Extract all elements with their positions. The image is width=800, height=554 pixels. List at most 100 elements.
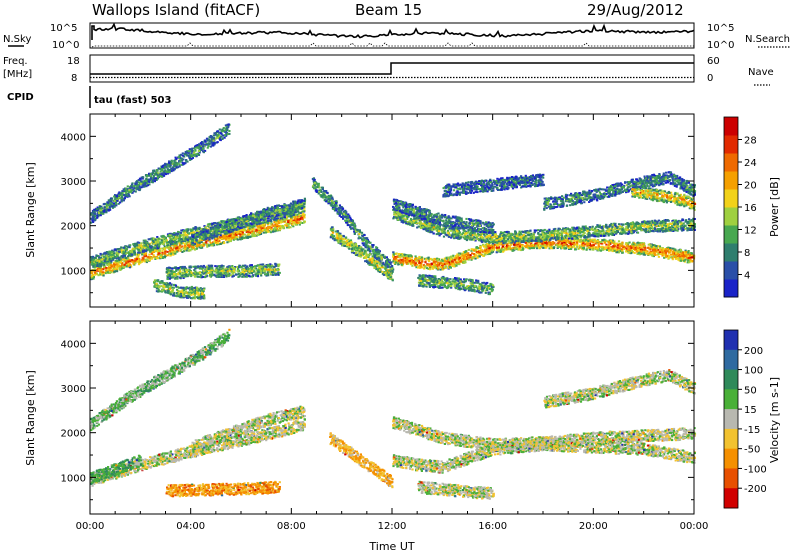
range-cell bbox=[94, 263, 97, 266]
range-cell bbox=[225, 274, 228, 277]
range-cell bbox=[215, 231, 218, 234]
range-cell bbox=[217, 276, 221, 278]
range-cell bbox=[292, 221, 295, 224]
range-cell bbox=[127, 259, 130, 262]
range-cell bbox=[176, 277, 179, 280]
range-cell bbox=[149, 250, 152, 253]
range-cell bbox=[138, 251, 141, 254]
range-cell bbox=[173, 246, 176, 249]
range-cell bbox=[180, 240, 183, 243]
range-cell bbox=[232, 269, 235, 272]
range-cell bbox=[199, 142, 202, 145]
range-cell bbox=[256, 227, 260, 230]
range-cell bbox=[115, 254, 118, 257]
range-cell bbox=[219, 138, 222, 141]
range-cell bbox=[286, 209, 290, 212]
range-cell bbox=[213, 244, 216, 247]
range-cell bbox=[205, 273, 208, 276]
range-cell bbox=[158, 244, 161, 247]
range-cell bbox=[303, 197, 306, 200]
range-cell bbox=[211, 222, 214, 225]
range-cell bbox=[176, 275, 179, 278]
range-cell bbox=[294, 219, 297, 222]
range-cell bbox=[185, 286, 188, 289]
range-cell bbox=[248, 270, 251, 273]
range-cell bbox=[258, 233, 261, 236]
range-cell bbox=[250, 272, 253, 275]
range-cell bbox=[274, 229, 278, 232]
range-cell bbox=[231, 237, 234, 240]
range-cell bbox=[156, 241, 159, 244]
range-cell bbox=[275, 223, 279, 226]
range-cell bbox=[106, 271, 109, 274]
range-cell bbox=[183, 250, 186, 253]
range-cell bbox=[227, 230, 230, 233]
range-cell bbox=[129, 260, 132, 263]
range-cell bbox=[249, 225, 252, 228]
range-cell bbox=[200, 239, 204, 242]
range-cell bbox=[152, 254, 155, 257]
range-cell bbox=[188, 266, 191, 269]
range-cell bbox=[110, 198, 113, 201]
range-cell bbox=[149, 178, 152, 181]
range-cell bbox=[137, 259, 140, 262]
range-cell bbox=[192, 265, 195, 268]
range-cell bbox=[179, 160, 182, 163]
range-cell bbox=[177, 156, 180, 159]
range-cell bbox=[240, 219, 243, 222]
range-cell bbox=[201, 147, 205, 150]
range-cell bbox=[160, 175, 163, 178]
range-cell bbox=[147, 255, 150, 258]
range-cell bbox=[265, 230, 268, 233]
range-cell bbox=[274, 223, 277, 226]
range-cell bbox=[164, 162, 167, 165]
range-cell bbox=[158, 252, 161, 255]
range-cell bbox=[117, 261, 120, 264]
range-cell bbox=[134, 242, 137, 245]
range-cell bbox=[297, 210, 300, 213]
range-cell bbox=[346, 221, 349, 224]
range-cell bbox=[90, 275, 94, 278]
range-cell bbox=[220, 135, 223, 138]
range-cell bbox=[231, 222, 234, 225]
range-cell bbox=[293, 207, 296, 210]
range-cell bbox=[162, 237, 165, 240]
range-cell bbox=[123, 266, 126, 268]
range-cell bbox=[120, 267, 123, 270]
range-cell bbox=[228, 266, 231, 269]
range-cell bbox=[202, 244, 205, 247]
range-cell bbox=[180, 242, 183, 245]
range-cell bbox=[144, 254, 148, 257]
range-cell bbox=[243, 269, 246, 272]
range-cell bbox=[171, 290, 174, 293]
range-cell bbox=[111, 206, 115, 209]
range-cell bbox=[119, 260, 123, 263]
range-cell bbox=[238, 221, 241, 224]
range-cell bbox=[130, 186, 134, 189]
range-cell bbox=[174, 284, 177, 287]
range-cell bbox=[239, 235, 242, 238]
nsearch-label: N.Search bbox=[745, 34, 790, 45]
range-cell bbox=[295, 223, 298, 226]
range-cell bbox=[141, 185, 144, 188]
range-cell bbox=[196, 233, 199, 236]
range-cell bbox=[157, 290, 160, 293]
range-cell bbox=[233, 233, 236, 236]
range-cell bbox=[228, 130, 231, 132]
range-cell bbox=[146, 258, 149, 261]
range-cell bbox=[241, 222, 244, 225]
range-cell bbox=[171, 289, 174, 291]
range-cell bbox=[261, 263, 264, 266]
range-cell bbox=[155, 249, 158, 252]
range-cell bbox=[125, 260, 128, 263]
range-cell bbox=[121, 258, 125, 261]
range-cell bbox=[312, 187, 316, 190]
range-cell bbox=[163, 248, 167, 251]
range-cell bbox=[208, 238, 211, 241]
range-cell bbox=[195, 146, 198, 149]
range-cell bbox=[220, 235, 223, 238]
range-cell bbox=[118, 266, 122, 269]
range-cell bbox=[262, 225, 265, 228]
range-cell bbox=[148, 243, 151, 246]
range-cell bbox=[294, 203, 297, 206]
